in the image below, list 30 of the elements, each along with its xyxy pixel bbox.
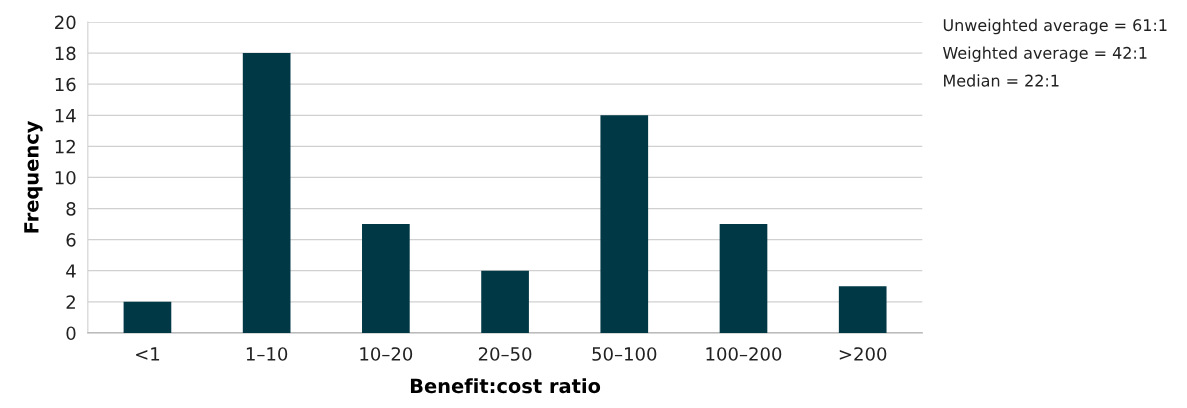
bar <box>838 286 887 333</box>
bar <box>123 301 172 333</box>
y-tick-label: 2 <box>66 295 75 309</box>
bar <box>481 270 529 333</box>
text: Weighted average = 42:1 <box>943 46 1147 62</box>
y-tick-label: 18 <box>55 46 76 61</box>
x-tick-label: <1 <box>136 347 160 361</box>
bar <box>600 115 649 333</box>
y-tick-label: 16 <box>55 77 76 92</box>
bar <box>362 224 410 333</box>
x-tick-label: 10–20 <box>360 347 413 361</box>
text: Median = 22:1 <box>944 74 1059 87</box>
y-tick-label: 14 <box>55 109 76 123</box>
y-tick-label: 0 <box>66 326 76 341</box>
x-axis-title: Benefit:cost ratio <box>410 378 601 394</box>
y-tick-label: 6 <box>66 233 76 247</box>
y-tick-label: 4 <box>66 264 76 278</box>
x-tick-label: 50–100 <box>592 347 657 361</box>
y-tick-label: 10 <box>55 170 76 185</box>
x-tick-label: 100–200 <box>706 347 782 361</box>
bar <box>242 53 291 333</box>
y-tick-label: 20 <box>55 15 76 30</box>
y-axis-title: Frequency <box>24 120 43 233</box>
text: Unweighted average = 61:1 <box>943 18 1167 35</box>
y-tick-label: 8 <box>66 202 76 216</box>
x-tick-label: >200 <box>839 347 887 361</box>
bar <box>719 224 768 333</box>
x-tick-label: 1–10 <box>246 347 288 361</box>
y-tick-label: 12 <box>55 139 75 154</box>
x-tick-label: 20–50 <box>478 347 532 361</box>
